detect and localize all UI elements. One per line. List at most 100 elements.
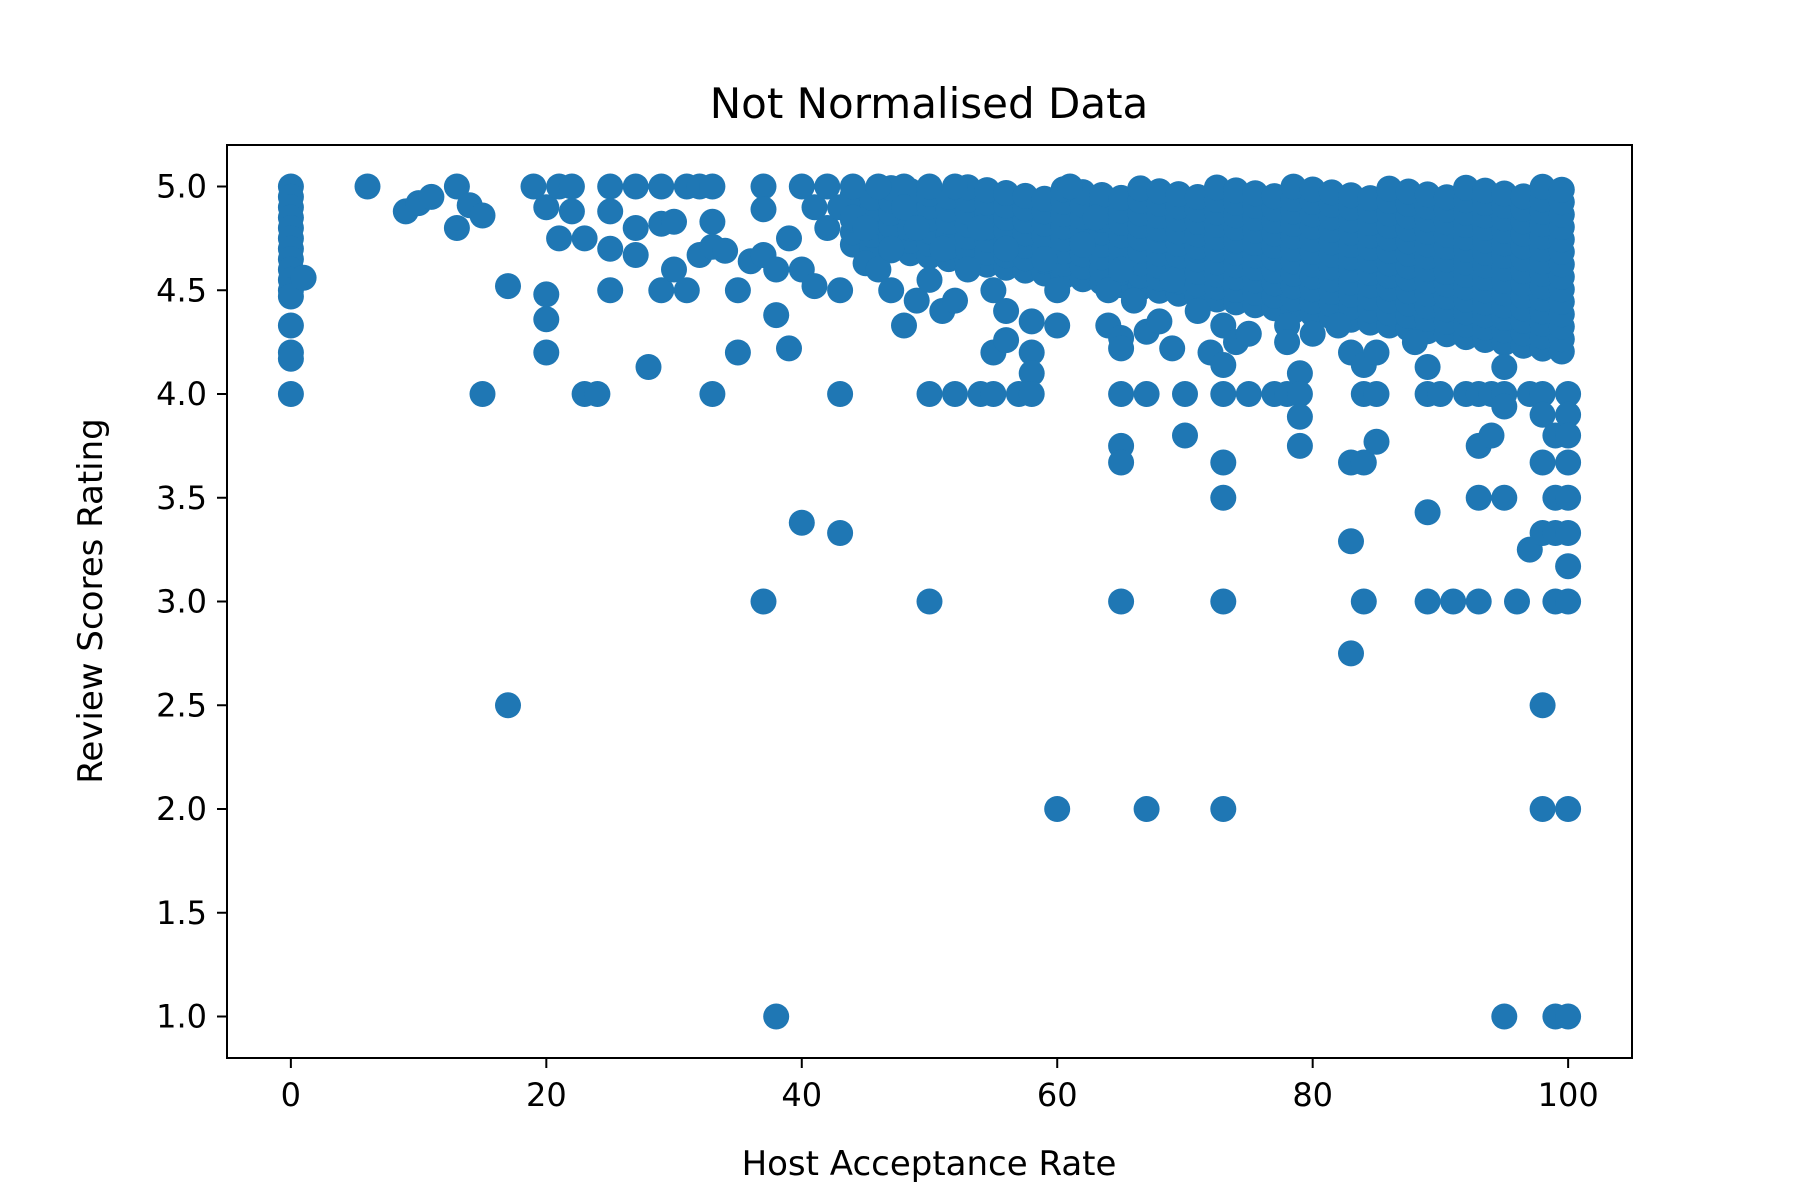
scatter-point (1529, 401, 1556, 428)
scatter-point (891, 173, 917, 200)
scatter-point (1491, 484, 1518, 511)
scatter-point (1478, 422, 1505, 449)
x-axis-ticks: 0 20 40 60 80 100 (281, 1058, 1599, 1114)
scatter-point (1127, 175, 1154, 202)
scatter-point (1529, 449, 1556, 476)
scatter-point (699, 173, 726, 200)
scatter-point (1427, 381, 1454, 407)
scatter-point (852, 215, 879, 241)
scatter-point (763, 302, 790, 329)
scatter-point (1210, 796, 1237, 822)
chart-title: Not Normalised Data (710, 79, 1149, 128)
y-tick-label: 5.0 (156, 168, 207, 206)
scatter-point (1286, 403, 1313, 430)
scatter-point (1146, 308, 1173, 335)
scatter-point (1555, 796, 1582, 822)
scatter-point (1082, 204, 1109, 231)
scatter-point (1555, 588, 1582, 615)
scatter-point (1350, 449, 1377, 476)
scatter-point (814, 173, 841, 200)
scatter-point (827, 277, 854, 304)
scatter-point (1108, 381, 1135, 407)
y-tick-label: 2.5 (156, 686, 207, 724)
scatter-point (954, 256, 981, 283)
scatter-point (724, 339, 751, 366)
scatter-point (597, 173, 624, 200)
scatter-point (1133, 381, 1160, 407)
x-tick-label: 40 (781, 1076, 822, 1114)
scatter-point (661, 208, 687, 235)
y-axis-ticks: 1.0 1.5 2.0 2.5 3.0 3.5 4.0 4.5 5.0 (156, 168, 227, 1036)
scatter-point (1414, 354, 1441, 380)
scatter-point (597, 277, 624, 304)
scatter-point (1108, 256, 1135, 283)
scatter-point (827, 520, 854, 546)
scatter-point (916, 381, 943, 407)
scatter-point (993, 298, 1020, 324)
scatter-point (1184, 184, 1211, 210)
scatter-point (1555, 520, 1582, 546)
scatter-point (1491, 354, 1518, 380)
scatter-point (597, 235, 624, 262)
scatter-point (776, 335, 802, 362)
scatter-point (974, 177, 1000, 204)
scatter-point (903, 287, 930, 314)
scatter-point (1325, 312, 1352, 339)
scatter-point (1555, 553, 1582, 580)
scatter-point (1018, 360, 1045, 387)
scatter-point (1299, 320, 1326, 347)
scatter-point (1338, 528, 1364, 555)
scatter-point (993, 327, 1020, 354)
scatter-point (942, 287, 968, 314)
y-tick-label: 1.5 (156, 894, 207, 932)
scatter-point (1414, 588, 1441, 615)
scatter-point (1159, 266, 1186, 293)
scatter-point (712, 237, 739, 264)
scatter-point (469, 381, 496, 407)
scatter-point (1529, 796, 1556, 822)
scatter-point (865, 173, 892, 200)
scatter-point (1465, 484, 1492, 511)
scatter-point (839, 173, 866, 200)
scatter-point (1350, 588, 1377, 615)
scatter-point (1108, 588, 1135, 615)
scatter-point (1018, 339, 1045, 366)
scatter-point (1555, 1003, 1582, 1030)
scatter-point (354, 173, 381, 200)
scatter-point (1108, 335, 1135, 362)
x-tick-label: 0 (281, 1076, 301, 1114)
y-tick-label: 1.0 (156, 998, 207, 1036)
scatter-point (1555, 422, 1582, 449)
scatter-point (750, 196, 777, 223)
scatter-point (1133, 796, 1160, 822)
scatter-point (993, 180, 1020, 206)
scatter-point (1223, 177, 1249, 204)
scatter-point (277, 283, 304, 310)
scatter-point (1069, 231, 1096, 258)
scatter-point (1286, 381, 1313, 407)
scatter-point (1529, 173, 1556, 200)
scatter-point (495, 692, 521, 719)
scatter-point (1146, 178, 1173, 205)
scatter-point (763, 1003, 790, 1030)
scatter-point (443, 215, 470, 241)
scatter-point (980, 277, 1007, 304)
scatter-point (622, 173, 649, 200)
scatter-point (546, 225, 573, 252)
points-layer (277, 173, 1582, 1030)
scatter-point (750, 588, 777, 615)
scatter-point (1465, 588, 1492, 615)
scatter-point (1491, 1003, 1518, 1030)
scatter-point (584, 381, 611, 407)
scatter-point (648, 173, 675, 200)
scatter-point (788, 173, 815, 200)
scatter-point (1012, 182, 1039, 209)
scatter-point (1172, 422, 1198, 449)
scatter-point (1210, 449, 1237, 476)
scatter-point (469, 202, 496, 229)
scatter-point (1491, 180, 1518, 207)
scatter-point (1095, 277, 1122, 304)
scatter-point (277, 312, 304, 339)
scatter-point (1044, 796, 1071, 822)
y-axis-label: Review Scores Rating (71, 418, 111, 783)
